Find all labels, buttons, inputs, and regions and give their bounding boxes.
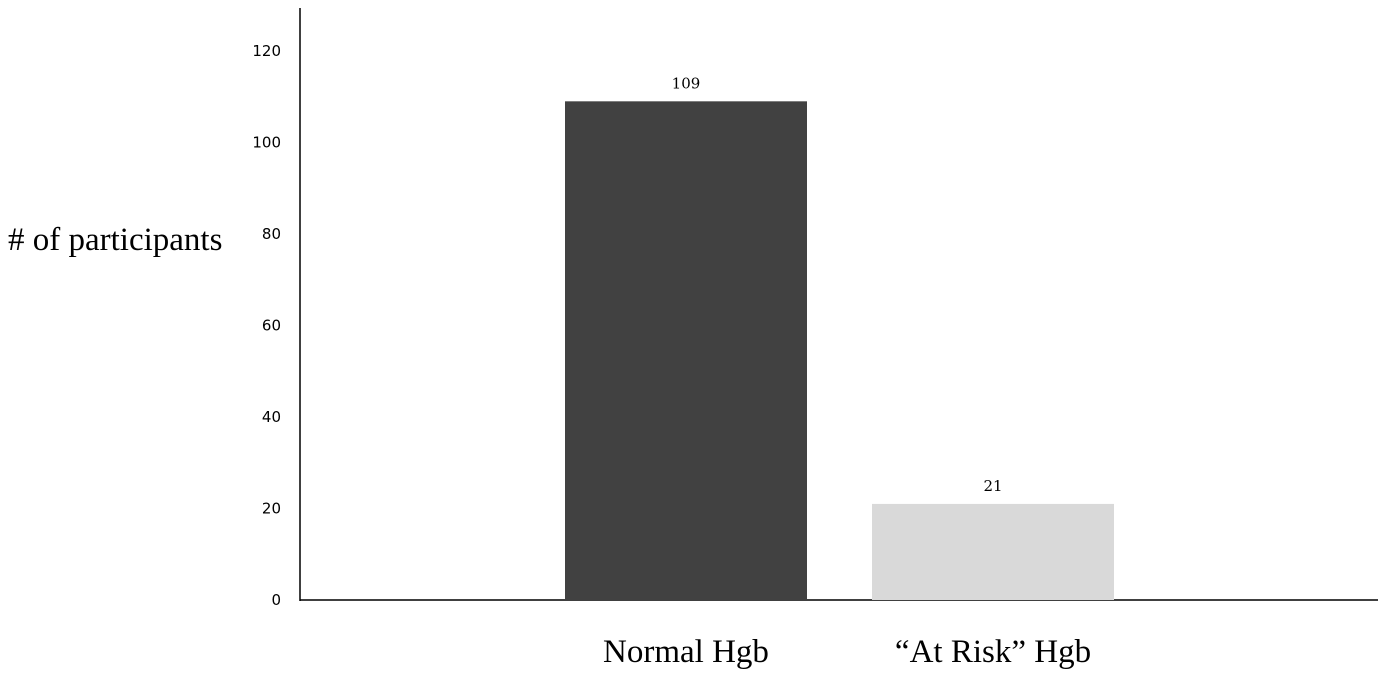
y-tick-label: 100 <box>252 134 281 152</box>
bar <box>565 101 807 600</box>
y-tick-label: 120 <box>252 42 281 60</box>
bars <box>565 101 1114 600</box>
category-label: “At Risk” Hgb <box>895 634 1091 670</box>
y-tick-label: 40 <box>262 408 281 426</box>
category-label: Normal Hgb <box>603 634 769 670</box>
y-tick-label: 20 <box>262 500 281 518</box>
data-labels: 109 21 <box>672 74 1003 495</box>
bar <box>872 503 1114 600</box>
y-ticks: 0 20 40 60 80 100 120 <box>252 42 281 609</box>
y-tick-label: 60 <box>262 317 281 335</box>
data-label: 21 <box>983 477 1002 495</box>
y-axis-label: # of participants <box>8 222 223 258</box>
y-tick-label: 80 <box>262 225 281 243</box>
data-label: 109 <box>672 74 701 92</box>
y-tick-label: 0 <box>271 591 281 609</box>
category-labels: Normal Hgb “At Risk” Hgb <box>603 634 1091 670</box>
